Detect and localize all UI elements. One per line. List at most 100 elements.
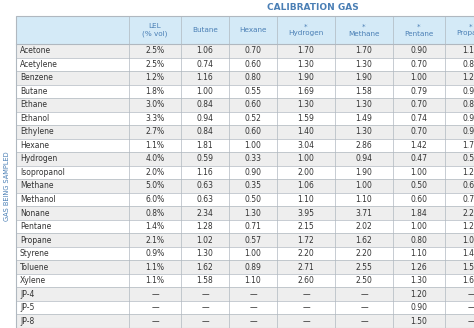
Text: 1.28: 1.28 — [197, 222, 213, 231]
Text: 1.60: 1.60 — [463, 276, 474, 285]
Text: —: — — [151, 303, 159, 312]
Text: 1.20: 1.20 — [410, 290, 428, 299]
Text: Ethanol: Ethanol — [20, 114, 49, 123]
Bar — [16, 98, 474, 112]
Text: 1.30: 1.30 — [410, 276, 428, 285]
Bar — [16, 166, 474, 179]
Text: 1.06: 1.06 — [197, 46, 213, 55]
Text: 1.2%: 1.2% — [146, 73, 164, 82]
Text: 0.89: 0.89 — [245, 263, 262, 272]
Bar — [16, 152, 474, 166]
Text: 1.90: 1.90 — [356, 168, 373, 177]
Text: 1.77: 1.77 — [463, 141, 474, 150]
Text: *
Methane: * Methane — [348, 24, 380, 36]
Text: —: — — [360, 290, 368, 299]
Text: 2.29: 2.29 — [463, 209, 474, 217]
Text: 2.34: 2.34 — [197, 209, 213, 217]
Text: 1.62: 1.62 — [197, 263, 213, 272]
Text: Benzene: Benzene — [20, 73, 53, 82]
Text: JP-4: JP-4 — [20, 290, 35, 299]
Text: —: — — [302, 317, 310, 326]
Text: 1.30: 1.30 — [356, 127, 373, 136]
Text: 0.98: 0.98 — [463, 87, 474, 96]
Text: 3.04: 3.04 — [298, 141, 315, 150]
Text: 1.1%: 1.1% — [146, 263, 164, 272]
Text: 1.10: 1.10 — [298, 195, 314, 204]
Text: 1.30: 1.30 — [298, 100, 314, 109]
Text: 2.1%: 2.1% — [146, 236, 164, 245]
Text: 1.42: 1.42 — [410, 141, 428, 150]
Text: 0.94: 0.94 — [197, 114, 213, 123]
Text: 0.84: 0.84 — [197, 127, 213, 136]
Text: 0.63: 0.63 — [197, 181, 213, 191]
Text: Ethylene: Ethylene — [20, 127, 54, 136]
Text: 0.60: 0.60 — [410, 195, 428, 204]
Bar — [16, 85, 474, 98]
Text: 6.0%: 6.0% — [146, 195, 164, 204]
Text: LEL
(% vol): LEL (% vol) — [142, 23, 168, 37]
Text: 0.80: 0.80 — [410, 236, 428, 245]
Text: 5.0%: 5.0% — [146, 181, 164, 191]
Text: 1.62: 1.62 — [356, 236, 373, 245]
Text: 2.20: 2.20 — [298, 249, 314, 258]
Text: —: — — [467, 317, 474, 326]
Text: 1.58: 1.58 — [356, 87, 373, 96]
Text: 0.71: 0.71 — [245, 222, 262, 231]
Text: 0.79: 0.79 — [410, 87, 428, 96]
Text: 1.10: 1.10 — [410, 249, 428, 258]
Text: 0.57: 0.57 — [245, 236, 262, 245]
Text: 1.06: 1.06 — [298, 181, 314, 191]
Text: Hexane: Hexane — [20, 141, 49, 150]
Text: 1.26: 1.26 — [410, 263, 428, 272]
Text: 0.90: 0.90 — [463, 127, 474, 136]
Text: —: — — [201, 303, 209, 312]
Bar — [16, 233, 474, 247]
Bar — [16, 220, 474, 233]
Text: 1.02: 1.02 — [197, 236, 213, 245]
Text: 0.55: 0.55 — [245, 87, 262, 96]
Text: 3.95: 3.95 — [298, 209, 315, 217]
Text: —: — — [151, 290, 159, 299]
Text: 0.90: 0.90 — [410, 46, 428, 55]
Text: 2.5%: 2.5% — [146, 60, 164, 69]
Text: 4.0%: 4.0% — [146, 154, 164, 163]
Text: 0.90: 0.90 — [245, 168, 262, 177]
Text: 1.00: 1.00 — [356, 181, 373, 191]
Text: 2.15: 2.15 — [298, 222, 314, 231]
Text: 1.81: 1.81 — [197, 141, 213, 150]
Text: 0.52: 0.52 — [245, 114, 262, 123]
Text: 1.25: 1.25 — [463, 222, 474, 231]
Text: 0.62: 0.62 — [463, 181, 474, 191]
Text: Toluene: Toluene — [20, 263, 49, 272]
Text: —: — — [302, 303, 310, 312]
Text: 1.00: 1.00 — [298, 154, 314, 163]
Text: 0.9%: 0.9% — [146, 249, 164, 258]
Text: 2.00: 2.00 — [298, 168, 314, 177]
Bar — [16, 193, 474, 206]
Text: 1.20: 1.20 — [463, 73, 474, 82]
Text: 1.30: 1.30 — [245, 209, 262, 217]
Text: —: — — [360, 303, 368, 312]
Text: *
Hydrogen: * Hydrogen — [288, 24, 324, 36]
Text: 1.4%: 1.4% — [146, 222, 164, 231]
Text: —: — — [467, 290, 474, 299]
Text: 1.10: 1.10 — [463, 46, 474, 55]
Text: JP-8: JP-8 — [20, 317, 34, 326]
Text: Nonane: Nonane — [20, 209, 49, 217]
Text: 3.3%: 3.3% — [146, 114, 164, 123]
Text: 0.60: 0.60 — [245, 100, 262, 109]
Text: Acetone: Acetone — [20, 46, 51, 55]
Text: 1.49: 1.49 — [356, 114, 373, 123]
Text: Hexane: Hexane — [239, 27, 267, 33]
Text: —: — — [249, 303, 257, 312]
Text: 1.00: 1.00 — [463, 236, 474, 245]
Text: 1.59: 1.59 — [298, 114, 314, 123]
Bar — [16, 206, 474, 220]
Text: Butane: Butane — [20, 87, 47, 96]
Text: 2.7%: 2.7% — [146, 127, 164, 136]
Text: 2.86: 2.86 — [356, 141, 373, 150]
Bar — [16, 71, 474, 85]
Text: 2.5%: 2.5% — [146, 46, 164, 55]
Text: 1.70: 1.70 — [298, 46, 314, 55]
Text: 1.30: 1.30 — [197, 249, 213, 258]
